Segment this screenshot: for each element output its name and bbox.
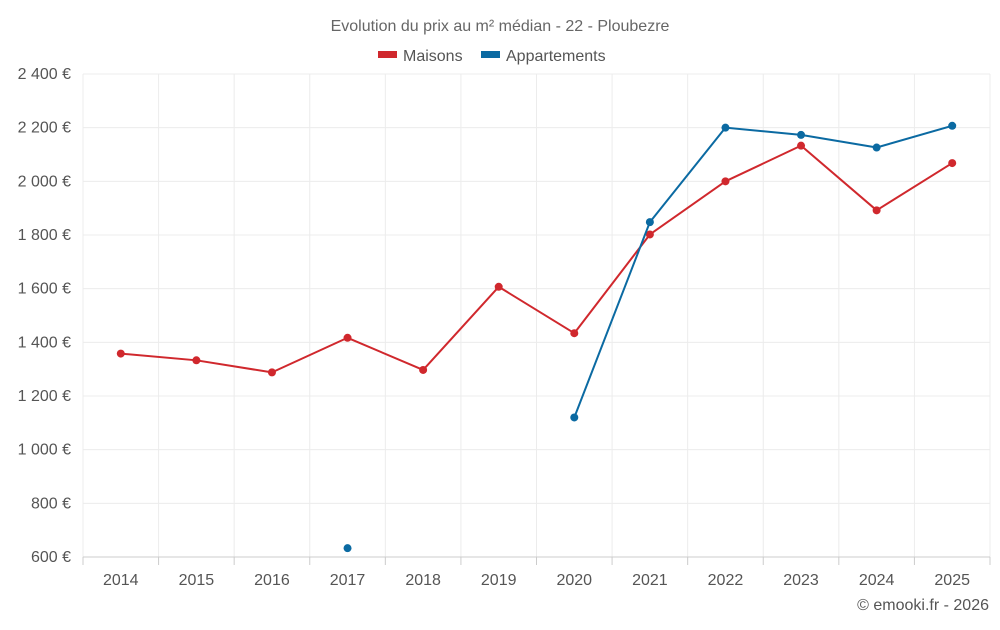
- series-line-appartements: [573, 124, 953, 418]
- x-tick-label: 2019: [481, 572, 517, 589]
- legend: Maisons Appartements: [378, 48, 606, 65]
- data-point-appartements[interactable]: [872, 143, 881, 152]
- data-point-maisons[interactable]: [645, 230, 654, 239]
- x-tick-label: 2014: [103, 572, 139, 589]
- series-line-maisons: [120, 144, 953, 374]
- data-point-maisons[interactable]: [872, 206, 881, 215]
- legend-swatch-maisons: [378, 51, 397, 58]
- data-point-maisons[interactable]: [494, 282, 503, 291]
- y-tick-label: 1 200 €: [18, 388, 71, 405]
- legend-label-maisons: Maisons: [403, 48, 463, 65]
- y-tick-label: 800 €: [31, 495, 71, 512]
- axes: 600 € 800 € 1 000 € 1 200 € 1 400 € 1 600 € 1 …: [18, 66, 991, 589]
- x-tick-label: 2025: [934, 572, 970, 589]
- legend-label-appartements: Appartements: [506, 48, 606, 65]
- grid: [82, 73, 991, 557]
- x-tick-label: 2023: [783, 572, 819, 589]
- y-tick-label: 2 000 €: [18, 173, 71, 190]
- data-point-maisons[interactable]: [192, 356, 201, 365]
- series: [116, 121, 957, 553]
- x-tick-label: 2018: [405, 572, 441, 589]
- y-tick-label: 2 400 €: [18, 66, 71, 83]
- y-tick-label: 1 600 €: [18, 281, 71, 298]
- data-point-appartements[interactable]: [343, 544, 352, 553]
- data-point-maisons[interactable]: [570, 329, 579, 338]
- y-tick-label: 1 000 €: [18, 442, 71, 459]
- x-tick-label: 2021: [632, 572, 668, 589]
- legend-item-maisons[interactable]: Maisons: [378, 48, 463, 65]
- data-point-appartements[interactable]: [948, 121, 957, 130]
- credit-text: © emooki.fr - 2026: [857, 597, 989, 614]
- y-tick-label: 1 800 €: [18, 227, 71, 244]
- data-point-maisons[interactable]: [797, 141, 806, 150]
- x-tick-label: 2016: [254, 572, 290, 589]
- y-tick-label: 2 200 €: [18, 120, 71, 137]
- x-tick-label: 2015: [179, 572, 215, 589]
- data-point-appartements[interactable]: [570, 413, 579, 422]
- chart-title: Evolution du prix au m² médian - 22 - Pl…: [331, 18, 670, 35]
- data-point-maisons[interactable]: [948, 159, 957, 168]
- y-tick-label: 600 €: [31, 549, 71, 566]
- data-point-maisons[interactable]: [343, 333, 352, 342]
- y-tick-label: 1 400 €: [18, 334, 71, 351]
- data-point-appartements[interactable]: [797, 130, 806, 139]
- legend-item-appartements[interactable]: Appartements: [481, 48, 606, 65]
- data-point-maisons[interactable]: [267, 368, 276, 377]
- data-point-appartements[interactable]: [721, 123, 730, 132]
- data-point-appartements[interactable]: [645, 218, 654, 227]
- x-tick-label: 2024: [859, 572, 895, 589]
- data-point-maisons[interactable]: [419, 365, 428, 374]
- x-tick-label: 2020: [556, 572, 592, 589]
- data-point-maisons[interactable]: [721, 177, 730, 186]
- x-tick-label: 2022: [708, 572, 744, 589]
- x-tick-label: 2017: [330, 572, 366, 589]
- data-point-maisons[interactable]: [116, 349, 125, 358]
- legend-swatch-appartements: [481, 51, 500, 58]
